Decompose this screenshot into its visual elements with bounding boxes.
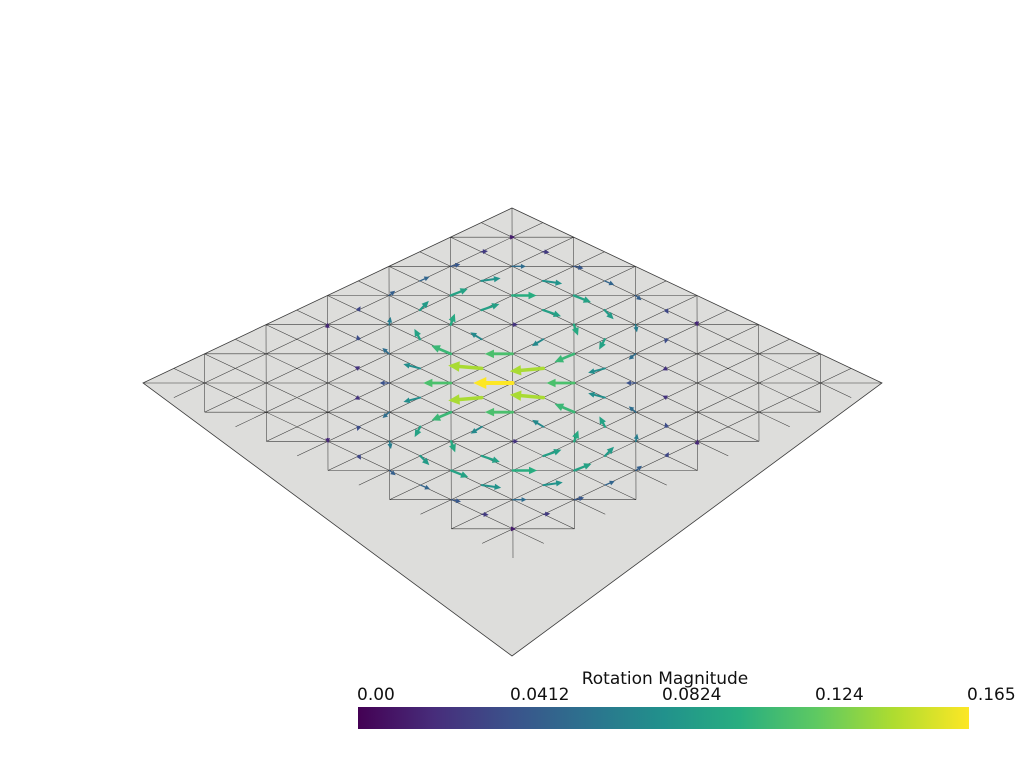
arrow-shaft <box>521 368 543 370</box>
arrow-shaft <box>574 325 575 329</box>
arrow-shaft <box>451 441 452 445</box>
colorbar-tick-4: 0.165 <box>967 685 1016 705</box>
arrow-shaft <box>574 438 575 442</box>
arrow-shaft <box>521 396 543 398</box>
colorbar-tick-0: 0.00 <box>357 685 395 705</box>
colorbar-tick-1: 0.0412 <box>510 685 569 705</box>
triangle-mesh <box>143 208 882 656</box>
colorbar-tick-2: 0.0824 <box>662 685 721 705</box>
colorbar-tick-3: 0.124 <box>815 685 864 705</box>
arrow-shaft <box>459 366 481 368</box>
arrow-shaft <box>451 321 452 325</box>
colorbar-gradient <box>358 707 969 729</box>
arrow-shaft <box>460 398 482 400</box>
